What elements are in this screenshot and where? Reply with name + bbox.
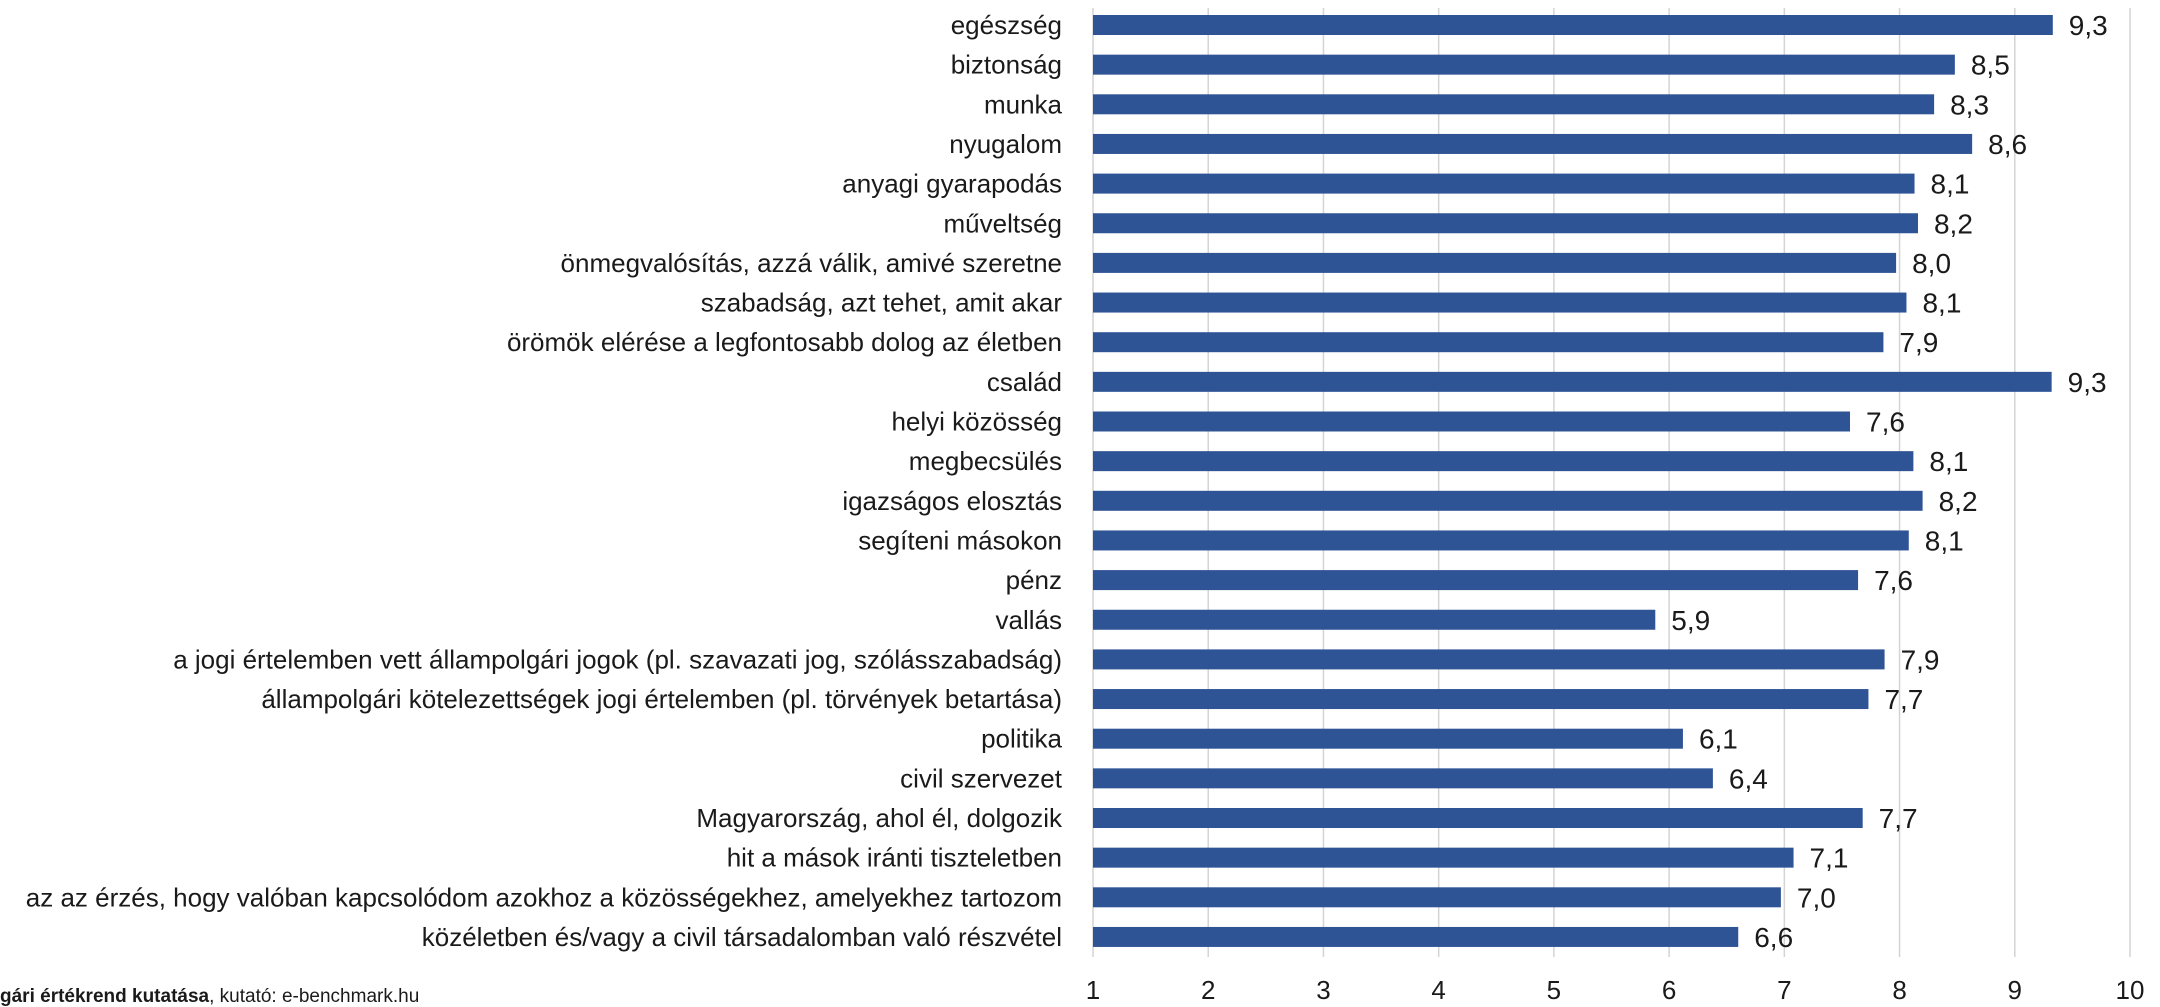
bar [1093,15,2053,35]
data-label: 8,6 [1988,129,2027,160]
bar [1093,332,1884,353]
data-label: 8,1 [1931,169,1970,200]
footnote-rest: , kutató: e-benchmark.hu [209,986,420,1007]
x-tick-label: 4 [1431,975,1445,1005]
data-label: 5,9 [1671,605,1710,636]
data-label: 7,7 [1879,803,1918,834]
bar [1093,292,1907,313]
bar [1093,570,1859,591]
data-label: 7,9 [1901,644,1940,675]
bar [1093,728,1683,749]
category-label: segíteni másokon [858,525,1062,555]
category-label: az az érzés, hogy valóban kapcsolódom az… [26,882,1062,912]
category-label: nyugalom [949,129,1062,159]
category-label: munka [984,89,1063,119]
category-label: helyi közösség [891,407,1062,437]
bar [1093,451,1914,472]
category-label: vallás [996,605,1062,635]
bar [1093,847,1794,868]
data-label: 7,6 [1874,565,1913,596]
data-label: 7,0 [1797,882,1836,913]
category-label: műveltség [944,208,1063,238]
bar [1093,173,1915,194]
category-label: család [987,367,1062,397]
data-label: 6,4 [1729,763,1768,794]
bar [1093,371,2052,392]
data-label: 8,0 [1912,248,1951,279]
x-tick-label: 8 [1892,975,1906,1005]
data-label: 6,6 [1754,922,1793,953]
data-label: 7,7 [1884,684,1923,715]
bar [1093,530,1909,551]
category-label: anyagi gyarapodás [842,169,1062,199]
category-label: megbecsülés [909,446,1062,476]
data-label: 8,2 [1939,486,1978,517]
category-label: a jogi értelemben vett állampolgári jogo… [173,644,1062,674]
category-label: örömök elérése a legfontosabb dolog az é… [507,327,1062,357]
data-label: 8,1 [1929,446,1968,477]
category-label: közéletben és/vagy a civil társadalomban… [422,922,1062,952]
x-tick-label: 10 [2116,975,2145,1005]
bar [1093,133,1973,154]
data-label: 8,1 [1922,288,1961,319]
category-label: önmegvalósítás, azzá válik, amivé szeret… [561,248,1062,278]
x-tick-label: 5 [1547,975,1561,1005]
category-label: politika [981,724,1062,754]
category-label: civil szervezet [900,763,1063,793]
bar [1093,926,1739,947]
bar [1093,768,1713,789]
data-label: 8,5 [1971,50,2010,81]
data-label: 8,3 [1950,89,1989,120]
x-tick-label: 2 [1201,975,1215,1005]
bar [1093,649,1885,670]
category-label: Magyarország, ahol él, dolgozik [696,803,1063,833]
data-label: 6,1 [1699,724,1738,755]
bar [1093,252,1897,273]
bar [1093,887,1781,908]
x-tick-label: 1 [1086,975,1100,1005]
bar [1093,411,1851,432]
category-label: egészség [951,10,1062,40]
bar [1093,490,1923,511]
category-label: szabadság, azt tehet, amit akar [701,288,1063,318]
x-tick-label: 9 [2008,975,2022,1005]
data-label: 7,6 [1866,407,1905,438]
data-label: 9,3 [2068,367,2107,398]
category-label: állampolgári kötelezettségek jogi értele… [261,684,1062,714]
bar [1093,689,1869,710]
category-label: pénz [1006,565,1062,595]
category-label: igazságos elosztás [842,486,1062,516]
bar [1093,94,1935,115]
data-label: 8,2 [1934,208,1973,239]
bar [1093,808,1863,828]
data-label: 9,3 [2069,10,2108,41]
footnote-bold: gári értékrend kutatása [0,986,210,1007]
data-label: 7,1 [1810,843,1849,874]
x-tick-label: 3 [1316,975,1330,1005]
source-footnote: gári értékrend kutatása, kutató: e-bench… [0,987,419,1006]
category-label: hit a mások iránti tiszteletben [727,843,1062,873]
data-label: 8,1 [1925,525,1964,556]
bar [1093,54,1955,75]
bar [1093,213,1918,234]
data-label: 7,9 [1899,327,1938,358]
bar [1093,609,1656,630]
x-tick-label: 7 [1777,975,1791,1005]
category-label: biztonság [951,50,1062,80]
x-tick-label: 6 [1662,975,1676,1005]
